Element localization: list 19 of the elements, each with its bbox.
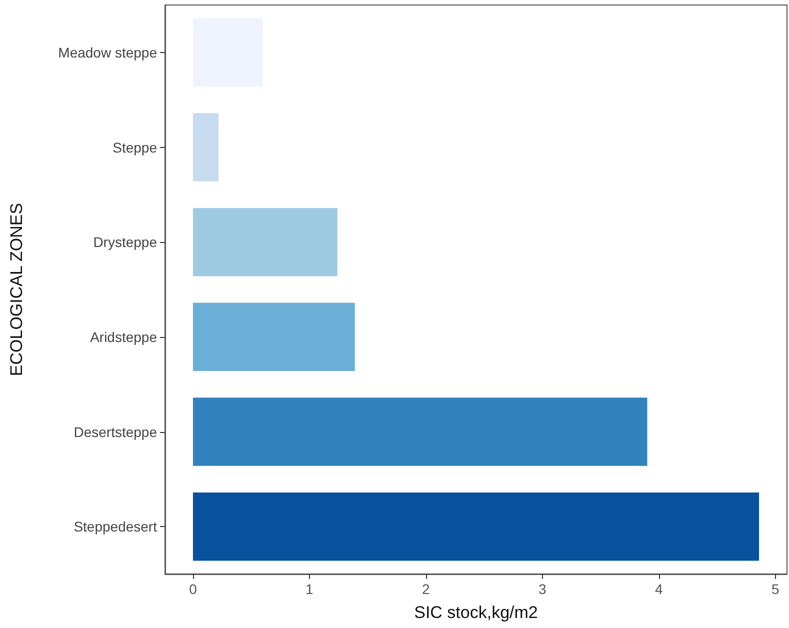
y-axis-title: ECOLOGICAL ZONES (7, 202, 26, 376)
x-tick-label: 5 (771, 581, 780, 597)
x-tick-label: 0 (189, 581, 198, 597)
x-axis-title: SIC stock,kg/m2 (414, 603, 538, 622)
bar (192, 492, 760, 561)
x-tick-label: 2 (422, 581, 430, 597)
bar (192, 398, 648, 466)
bar (192, 208, 338, 276)
y-tick-label: Meadow steppe (58, 44, 158, 60)
bar (192, 113, 219, 182)
x-tick-label: 4 (654, 581, 663, 597)
y-tick-label: Steppedesert (74, 518, 158, 535)
x-tick-label: 1 (306, 581, 314, 597)
x-tick-label: 3 (538, 581, 546, 597)
bar (192, 302, 355, 372)
y-tick-label: Aridsteppe (90, 328, 158, 345)
y-tick-label: Steppe (112, 139, 158, 156)
y-tick-label: Drysteppe (93, 234, 158, 250)
y-tick-label: Desertsteppe (74, 424, 158, 440)
